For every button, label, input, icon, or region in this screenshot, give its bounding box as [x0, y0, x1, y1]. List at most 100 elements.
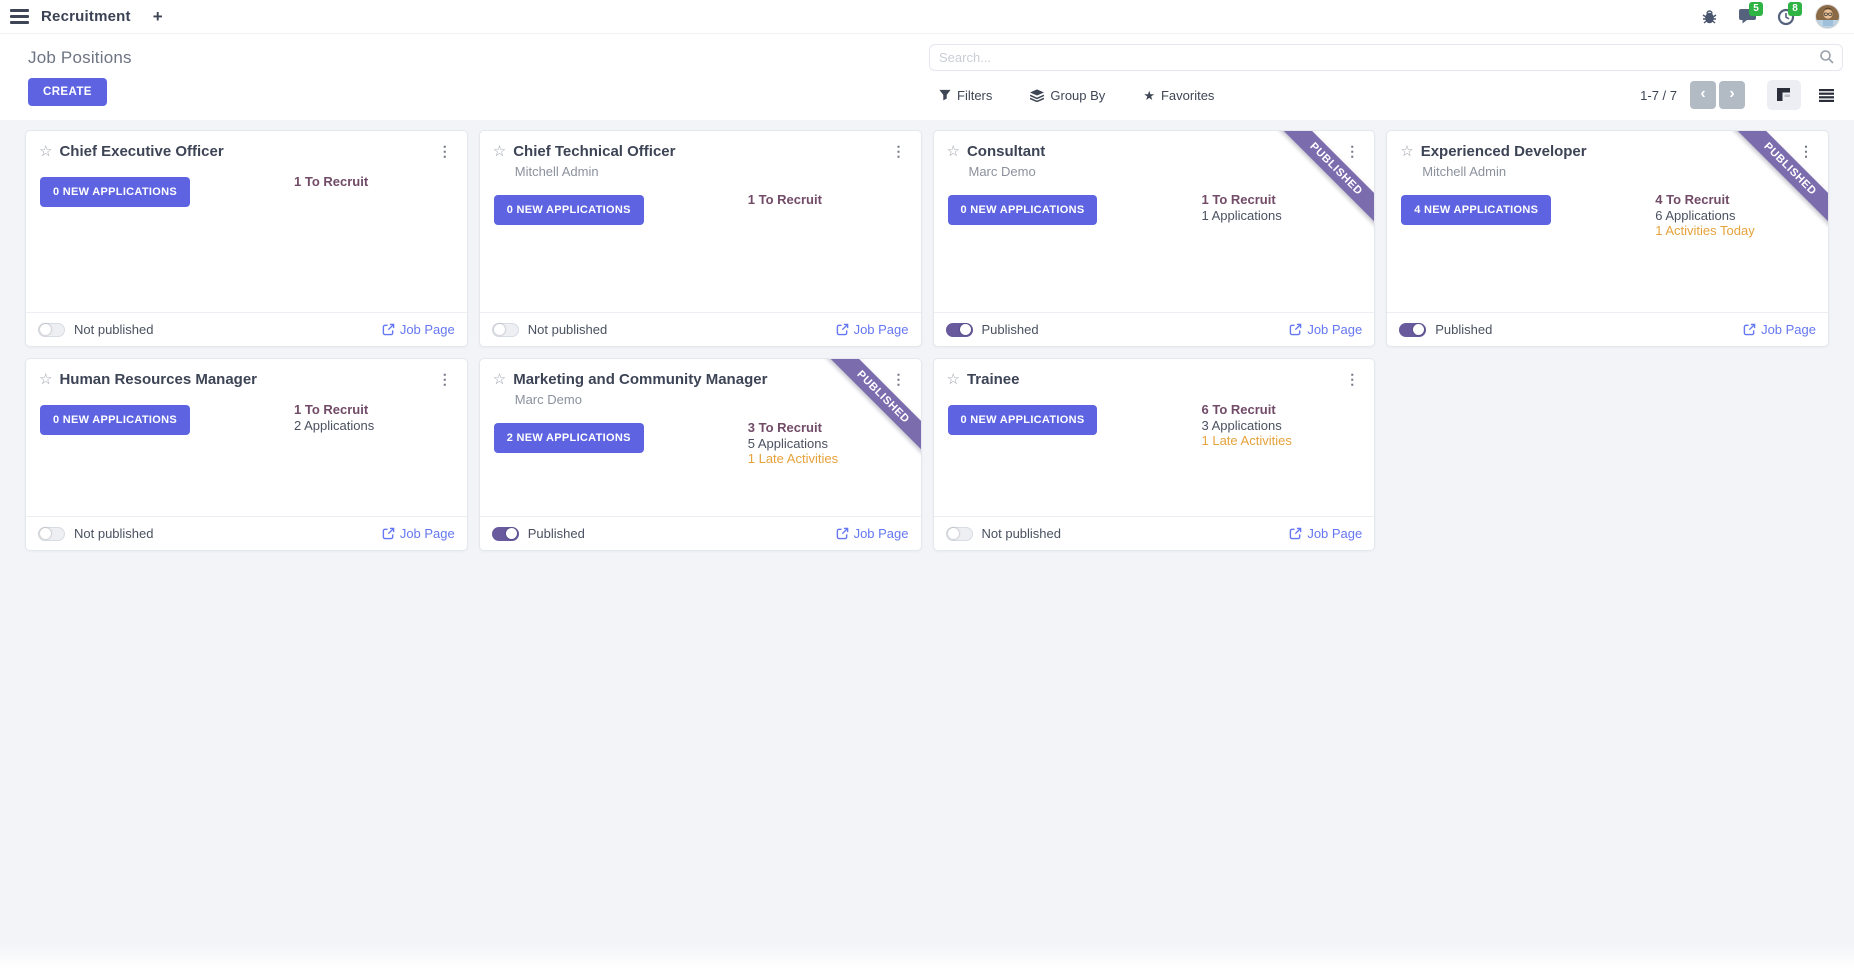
app-title: Recruitment — [41, 8, 131, 25]
kanban-area: ☆ Chief Executive Officer ⋮ 0 NEW APPLIC… — [0, 120, 1854, 969]
applications-count[interactable]: 5 Applications — [747, 435, 828, 451]
external-link-icon — [836, 323, 848, 336]
publish-toggle[interactable] — [491, 526, 519, 541]
pager-next-button[interactable]: › — [1719, 81, 1745, 109]
job-position-card[interactable]: ☆ Trainee ⋮ 0 NEW APPLICATIONS 6 To Recr… — [932, 358, 1376, 551]
publish-toggle[interactable] — [38, 526, 65, 541]
publish-status-label: Not published — [981, 526, 1062, 541]
pager-previous-button[interactable]: ‹ — [1690, 81, 1716, 109]
job-page-link[interactable]: Job Page — [836, 322, 909, 337]
activities-count[interactable]: 1 Late Activities — [1201, 433, 1292, 448]
publish-toggle[interactable] — [945, 526, 973, 541]
job-position-card[interactable]: ☆ Human Resources Manager ⋮ 0 NEW APPLIC… — [25, 358, 468, 551]
job-page-label: Job Page — [399, 322, 455, 337]
layers-icon — [1030, 88, 1045, 102]
job-page-label: Job Page — [1307, 322, 1363, 337]
new-applications-button[interactable]: 2 NEW APPLICATIONS — [493, 423, 644, 453]
search-icon[interactable] — [1819, 49, 1835, 70]
kebab-menu-icon[interactable]: ⋮ — [891, 143, 906, 159]
job-stats: 1 To Recruit — [294, 174, 368, 190]
debug-bug-icon[interactable] — [1701, 8, 1718, 25]
job-page-label: Job Page — [1307, 526, 1363, 541]
job-manager: Marc Demo — [968, 164, 1036, 179]
job-page-link[interactable]: Job Page — [382, 322, 455, 337]
job-page-link[interactable]: Job Page — [836, 526, 909, 541]
new-applications-button[interactable]: 0 NEW APPLICATIONS — [493, 195, 644, 225]
favorite-star-icon[interactable]: ☆ — [946, 143, 960, 160]
activities-count[interactable]: 1 Activities Today — [1655, 223, 1755, 238]
job-page-link[interactable]: Job Page — [1743, 322, 1816, 337]
favorite-star-icon[interactable]: ☆ — [39, 371, 53, 388]
favorite-star-icon[interactable]: ☆ — [39, 143, 53, 160]
kanban-view-button[interactable] — [1767, 80, 1801, 110]
applications-count[interactable]: 1 Applications — [1201, 207, 1282, 223]
job-page-label: Job Page — [1761, 322, 1816, 337]
job-page-link[interactable]: Job Page — [382, 526, 455, 541]
job-page-label: Job Page — [399, 526, 455, 541]
search-input[interactable] — [929, 44, 1843, 71]
to-recruit-count[interactable]: 1 To Recruit — [1201, 192, 1276, 207]
activities-clock-icon[interactable]: 8 — [1777, 1, 1802, 26]
new-applications-button[interactable]: 0 NEW APPLICATIONS — [40, 405, 190, 435]
kebab-menu-icon[interactable]: ⋮ — [1345, 143, 1360, 159]
applications-count[interactable]: 6 Applications — [1655, 207, 1736, 223]
publish-toggle[interactable] — [945, 322, 973, 337]
job-stats: 4 To Recruit 6 Applications 1 Activities… — [1655, 192, 1754, 239]
kanban-grid: ☆ Chief Executive Officer ⋮ 0 NEW APPLIC… — [25, 130, 1829, 551]
top-navbar: Recruitment + 5 8 — [0, 0, 1854, 34]
job-manager: Mitchell Admin — [514, 164, 599, 179]
favorites-label: Favorites — [1160, 87, 1215, 103]
favorite-star-icon[interactable]: ☆ — [492, 371, 507, 388]
kebab-menu-icon[interactable]: ⋮ — [437, 371, 452, 387]
publish-toggle[interactable] — [1399, 322, 1427, 337]
messages-badge: 5 — [1749, 2, 1763, 16]
filters-button[interactable]: Filters — [929, 83, 1002, 108]
new-applications-button[interactable]: 0 NEW APPLICATIONS — [947, 405, 1098, 435]
new-applications-button[interactable]: 0 NEW APPLICATIONS — [40, 177, 190, 207]
pager-range: 1-7 / 7 — [1640, 87, 1677, 103]
job-page-link[interactable]: Job Page — [1289, 526, 1362, 541]
group-by-button[interactable]: Group By — [1020, 83, 1115, 108]
to-recruit-count[interactable]: 1 To Recruit — [747, 192, 822, 207]
job-position-card[interactable]: PUBLISHED ☆ Experienced Developer ⋮ Mitc… — [1386, 130, 1829, 347]
messages-icon[interactable]: 5 — [1738, 2, 1763, 25]
applications-count[interactable]: 2 Applications — [294, 417, 375, 433]
job-position-card[interactable]: PUBLISHED ☆ Marketing and Community Mana… — [478, 358, 922, 551]
job-stats: 1 To Recruit — [748, 192, 822, 208]
activities-count[interactable]: 1 Late Activities — [747, 451, 839, 466]
job-title: Consultant — [966, 143, 1046, 160]
to-recruit-count[interactable]: 3 To Recruit — [747, 420, 822, 435]
publish-toggle[interactable] — [491, 322, 519, 337]
kebab-menu-icon[interactable]: ⋮ — [1345, 371, 1360, 387]
favorite-star-icon[interactable]: ☆ — [492, 143, 507, 160]
publish-status-label: Not published — [74, 322, 154, 337]
job-page-link[interactable]: Job Page — [1289, 322, 1362, 337]
kebab-menu-icon[interactable]: ⋮ — [891, 371, 906, 387]
favorites-star-icon: ★ — [1143, 87, 1155, 103]
kebab-menu-icon[interactable]: ⋮ — [1799, 143, 1813, 159]
page-title: Job Positions — [28, 48, 132, 67]
plus-icon[interactable]: + — [152, 7, 163, 26]
to-recruit-count[interactable]: 4 To Recruit — [1655, 192, 1730, 207]
kebab-menu-icon[interactable]: ⋮ — [437, 143, 452, 159]
create-button[interactable]: CREATE — [28, 78, 107, 106]
favorites-button[interactable]: ★ Favorites — [1133, 83, 1224, 108]
job-stats: 3 To Recruit 5 Applications 1 Late Activ… — [748, 420, 838, 467]
control-panel: Job Positions CREATE Filters — [0, 34, 1854, 120]
job-title: Trainee — [966, 371, 1020, 388]
apps-menu-icon[interactable] — [10, 9, 29, 24]
to-recruit-count[interactable]: 1 To Recruit — [294, 402, 369, 417]
new-applications-button[interactable]: 4 NEW APPLICATIONS — [1401, 195, 1552, 225]
applications-count[interactable]: 3 Applications — [1201, 417, 1282, 433]
new-applications-button[interactable]: 0 NEW APPLICATIONS — [947, 195, 1098, 225]
to-recruit-count[interactable]: 6 To Recruit — [1201, 402, 1276, 417]
list-view-button[interactable] — [1809, 80, 1843, 110]
job-position-card[interactable]: PUBLISHED ☆ Consultant ⋮ Marc Demo 0 NEW… — [932, 130, 1376, 347]
job-position-card[interactable]: ☆ Chief Executive Officer ⋮ 0 NEW APPLIC… — [25, 130, 468, 347]
job-position-card[interactable]: ☆ Chief Technical Officer ⋮ Mitchell Adm… — [478, 130, 922, 347]
publish-toggle[interactable] — [38, 322, 65, 337]
favorite-star-icon[interactable]: ☆ — [1400, 143, 1414, 160]
favorite-star-icon[interactable]: ☆ — [946, 371, 960, 388]
user-avatar[interactable] — [1815, 4, 1840, 29]
to-recruit-count[interactable]: 1 To Recruit — [294, 174, 369, 189]
